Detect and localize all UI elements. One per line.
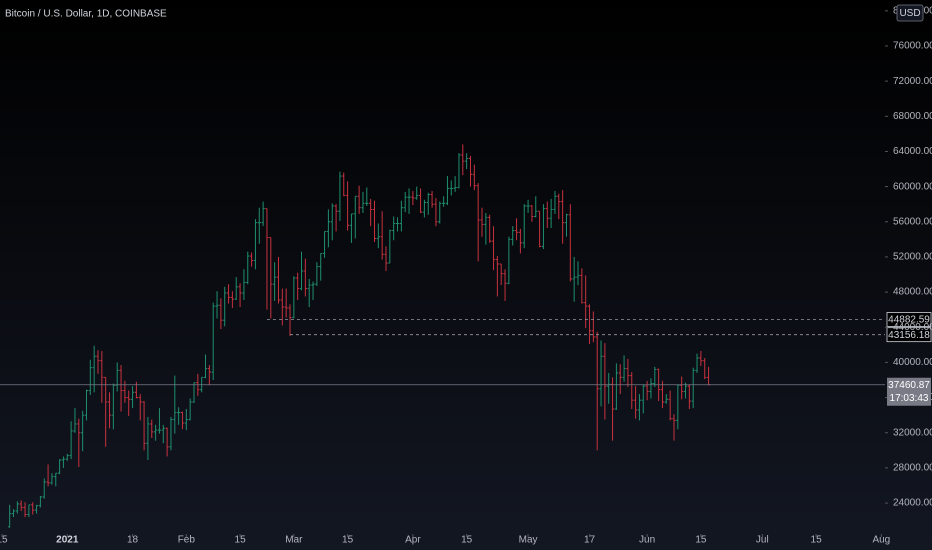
- x-tick-label: 15: [461, 535, 473, 546]
- y-tick-label: 32000.00: [893, 427, 932, 438]
- price-label: 43156.18: [888, 330, 930, 341]
- x-tick-label: Mar: [285, 535, 303, 546]
- y-tick-label: 72000.00: [893, 76, 932, 87]
- price-label-box: [886, 312, 932, 327]
- y-tick-label: 60000.00: [893, 181, 932, 192]
- price-label: 44882.59: [888, 315, 930, 326]
- currency-label: USD: [899, 8, 920, 19]
- x-tick-label: May: [519, 535, 538, 546]
- y-tick-label: 28000.00: [893, 463, 932, 474]
- y-tick-label: 68000.00: [893, 111, 932, 122]
- x-tick-label: Feb: [178, 535, 196, 546]
- currency-badge[interactable]: [896, 4, 924, 22]
- x-tick-label: 17: [584, 535, 596, 546]
- x-tick-label: Jul: [756, 535, 769, 546]
- x-tick-label: 18: [127, 535, 139, 546]
- last-price-box: [887, 377, 931, 406]
- last-price-label: 37460.87: [888, 380, 930, 391]
- x-tick-label: Aug: [872, 535, 890, 546]
- y-tick-label: 48000.00: [893, 287, 932, 298]
- chart-title: Bitcoin / U.S. Dollar, 1D, COINBASE: [5, 9, 167, 20]
- y-tick-label: 76000.00: [893, 41, 932, 52]
- x-tick-label: 15: [342, 535, 354, 546]
- x-tick-label: Apr: [405, 535, 421, 546]
- x-tick-label: 15: [235, 535, 247, 546]
- x-tick-label: 15: [695, 535, 707, 546]
- x-tick-label: 15: [0, 535, 8, 546]
- y-tick-label: 24000.00: [893, 498, 932, 509]
- y-tick-label: 64000.00: [893, 146, 932, 157]
- x-tick-label: 15: [811, 535, 823, 546]
- y-tick-label: 44000.00: [893, 322, 932, 333]
- x-tick-label: 2021: [56, 535, 79, 546]
- price-label-box: [886, 327, 932, 343]
- y-tick-label: 56000.00: [893, 216, 932, 227]
- countdown: 17:03:43: [890, 393, 929, 404]
- x-tick-label: Jun: [639, 535, 655, 546]
- y-tick-label: 40000.00: [893, 357, 932, 368]
- y-tick-label: 52000.00: [893, 252, 932, 263]
